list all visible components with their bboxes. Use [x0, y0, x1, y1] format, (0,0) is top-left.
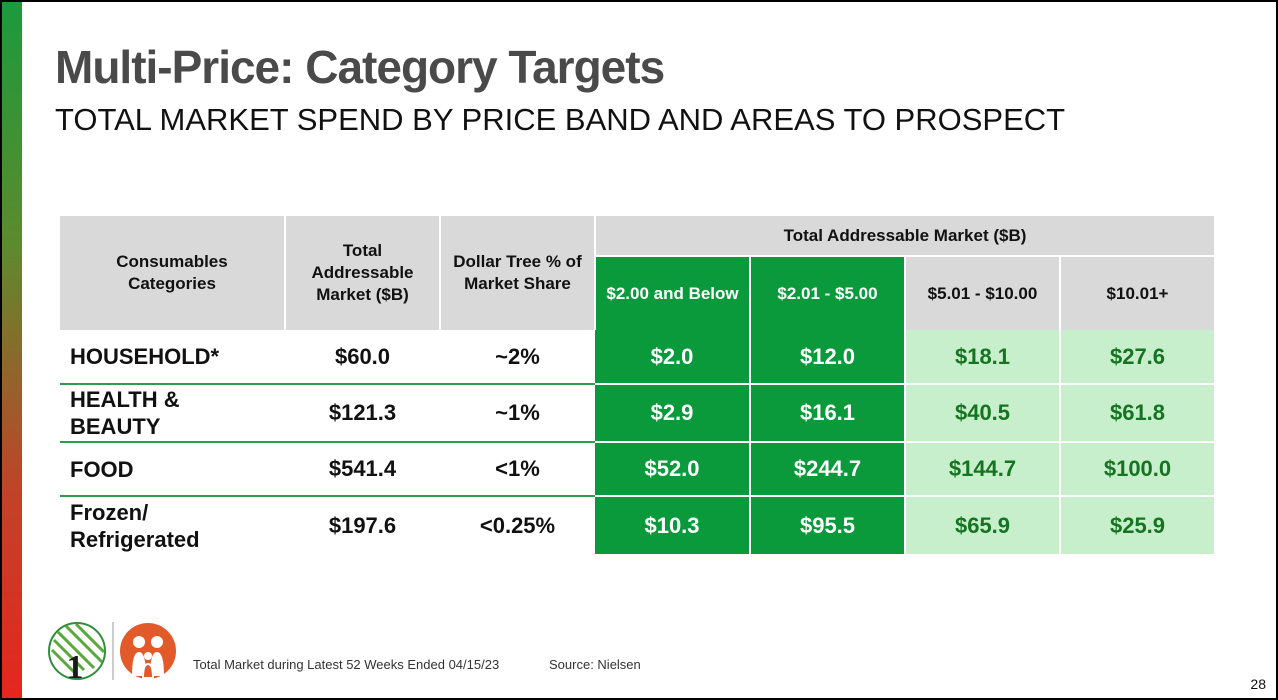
table-row: FOOD $541.4 <1% $52.0 $244.7 $144.7 $100… — [60, 442, 1216, 497]
row-band-4: $61.8 — [1060, 384, 1216, 443]
footnote: Total Market during Latest 52 Weeks Ende… — [193, 657, 500, 672]
header-tam-group: Total Addressable Market ($B) — [595, 216, 1216, 257]
row-band-2: $12.0 — [750, 330, 906, 385]
header-market-share: Dollar Tree % of Market Share — [440, 216, 596, 330]
table-row: HEALTH & BEAUTY $121.3 ~1% $2.9 $16.1 $4… — [60, 384, 1216, 443]
row-band-4: $25.9 — [1060, 496, 1216, 554]
page-title: Multi-Price: Category Targets — [55, 41, 665, 93]
row-band-4: $100.0 — [1060, 442, 1216, 497]
header-band-2: $2.01 - $5.00 — [750, 256, 906, 330]
dollar-tree-logo-icon: 1 — [48, 622, 176, 686]
row-band-1: $2.0 — [595, 330, 751, 385]
row-share: ~2% — [440, 330, 595, 385]
row-category: Frozen/ Refrigerated — [70, 499, 200, 552]
row-tam: $197.6 — [328, 512, 397, 538]
row-share: ~1% — [440, 384, 595, 443]
market-table: Consumables Categories Total Addressable… — [60, 216, 1216, 554]
header-tam: Total Addressable Market ($B) — [285, 216, 441, 330]
row-band-3: $65.9 — [905, 496, 1061, 554]
page-subtitle: TOTAL MARKET SPEND BY PRICE BAND AND ARE… — [55, 102, 1066, 137]
row-band-1: $52.0 — [595, 442, 751, 497]
table-row: HOUSEHOLD* $60.0 ~2% $2.0 $12.0 $18.1 $2… — [60, 330, 1216, 385]
header-categories: Consumables Categories — [60, 216, 286, 330]
row-band-3: $18.1 — [905, 330, 1061, 385]
svg-text:1: 1 — [67, 649, 84, 682]
row-tam: $60.0 — [285, 330, 440, 385]
row-band-1: $2.9 — [595, 384, 751, 443]
header-band-3: $5.01 - $10.00 — [905, 256, 1061, 330]
row-category: HOUSEHOLD* — [60, 330, 285, 385]
row-tam: $541.4 — [285, 442, 440, 497]
header-band-1: $2.00 and Below — [595, 256, 751, 330]
row-category: FOOD — [60, 442, 285, 497]
row-band-2: $16.1 — [750, 384, 906, 443]
row-band-3: $144.7 — [905, 442, 1061, 497]
row-band-4: $27.6 — [1060, 330, 1216, 385]
table-row: Frozen/ Refrigerated $197.6 <0.25% $10.3… — [60, 496, 1216, 554]
footer-logos: 1 — [44, 620, 184, 687]
row-category: HEALTH & BEAUTY — [60, 384, 285, 443]
row-band-2: $244.7 — [750, 442, 906, 497]
accent-sidebar — [2, 2, 22, 698]
row-tam: $121.3 — [285, 384, 440, 443]
page-number: 28 — [1250, 676, 1266, 692]
row-band-1: $10.3 — [595, 496, 751, 554]
row-share: <1% — [440, 442, 595, 497]
row-band-3: $40.5 — [905, 384, 1061, 443]
row-band-2: $95.5 — [750, 496, 906, 554]
header-band-4: $10.01+ — [1060, 256, 1216, 330]
row-share: <0.25% — [479, 512, 556, 538]
source-note: Source: Nielsen — [549, 657, 641, 672]
